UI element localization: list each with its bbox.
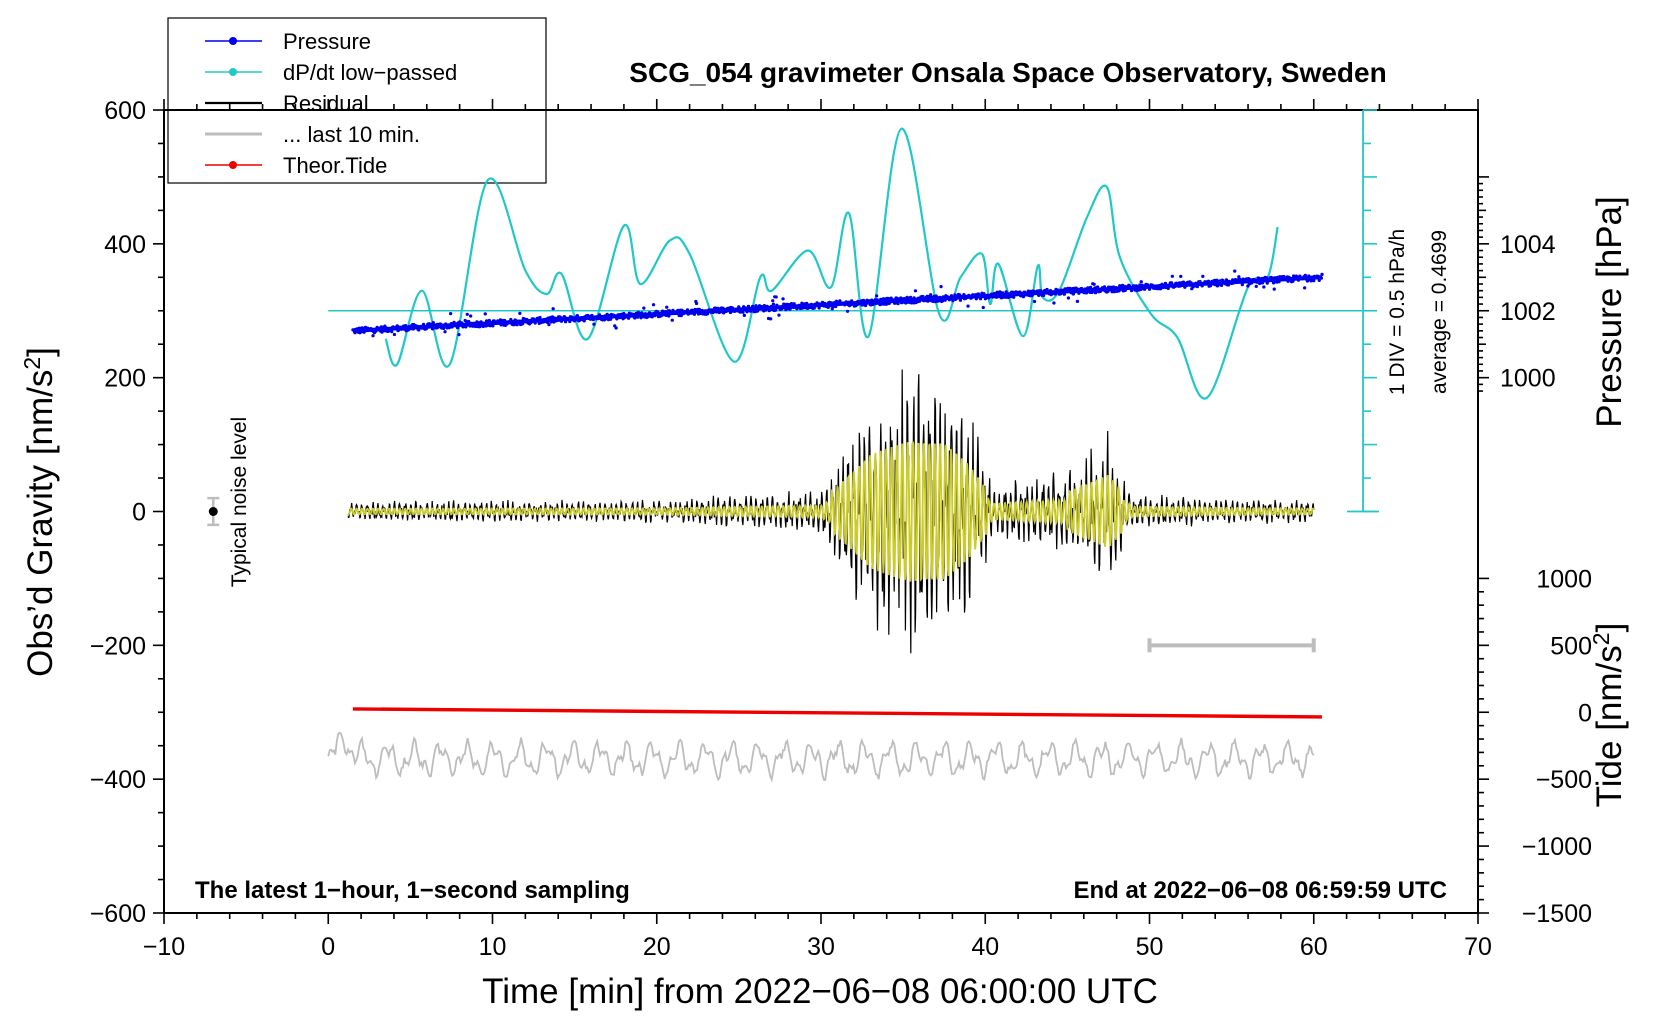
x-tick-label: 0 [321,933,335,961]
y-axis-label-gravity: Obs’d Gravity [nm/s2] [19,347,60,677]
legend-box [167,17,547,184]
x-tick-label: 40 [971,933,999,961]
y-axis-label-pressure: Pressure [hPa] [1590,196,1629,428]
x-tick-label: 50 [1136,933,1164,961]
last10-series-line [327,731,1315,783]
y-tick-label: −200 [90,632,146,660]
pressure-tick-label: 1002 [1500,298,1556,326]
y-tick-label: −600 [90,900,146,928]
y-tick-label: 200 [104,365,146,393]
dpdt-series-line [384,127,1279,400]
end-time-note: End at 2022−06−08 06:59:59 UTC [1073,877,1447,904]
noise-bar-dot [208,507,218,516]
legend-label: Pressure [283,29,371,54]
legend-marker [229,68,237,76]
noise-level-label: Typical noise level [228,417,251,587]
chart-title: SCG_054 gravimeter Onsala Space Observat… [629,57,1386,88]
dpdt-average-label: average = 0.4699 [1428,230,1451,394]
tide-tick-label: −1000 [1522,833,1592,861]
pressure-tick-label: 1000 [1500,365,1556,393]
pressure-series-line [352,275,1323,333]
legend: Pressure dP/dt low−passed Residual ... last… [167,17,547,184]
residual-filtered-line [347,441,1315,582]
legend-label: ... last 10 min. [283,122,420,147]
tide-tick-label: 500 [1550,632,1592,660]
tide-tick-label: −1500 [1522,900,1592,928]
legend-label: dP/dt low−passed [283,60,457,85]
y-axis-label-tide: Tide [nm/s2] [1588,623,1629,808]
tide-series-line [352,707,1322,719]
legend-marker [229,161,237,169]
tide-tick-label: 0 [1578,699,1592,727]
x-tick-label: 20 [643,933,671,961]
y-tick-label: 600 [104,97,146,125]
dpdt-scale-label: 1 DIV = 0.5 hPa/h [1386,229,1409,395]
legend-marker [229,37,237,45]
x-tick-label: −10 [143,933,185,961]
x-tick-label: 30 [807,933,835,961]
pressure-tick-label: 1004 [1500,231,1556,259]
y-tick-label: −400 [90,766,146,794]
y-tick-label: 400 [104,231,146,259]
x-tick-label: 10 [479,933,507,961]
legend-label: Theor.Tide [283,153,387,178]
x-tick-label: 70 [1464,933,1492,961]
x-tick-label: 60 [1300,933,1328,961]
legend-label: Residual [283,91,369,116]
tide-tick-label: 1000 [1536,565,1592,593]
tide-tick-label: −500 [1536,766,1592,794]
x-axis-label: Time [min] from 2022−06−08 06:00:00 UTC [482,972,1158,1011]
y-tick-label: 0 [132,499,146,527]
sampling-note: The latest 1−hour, 1−second sampling [195,877,630,904]
